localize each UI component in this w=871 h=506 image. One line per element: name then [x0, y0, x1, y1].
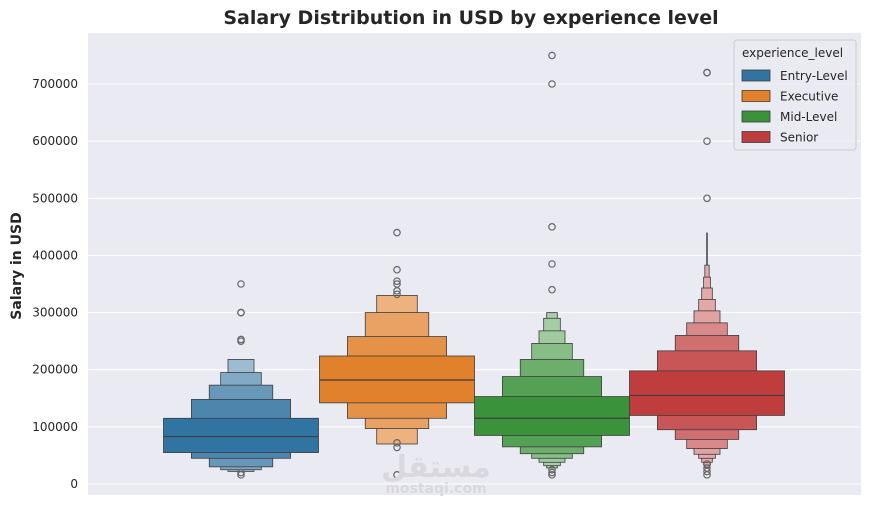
y-tick-label: 300000: [32, 306, 78, 320]
outlier-point: [548, 465, 556, 474]
outlier-point: [703, 194, 711, 203]
y-tick-label: 700000: [32, 77, 78, 91]
outlier-point: [548, 471, 556, 479]
boxen-box: [474, 396, 630, 436]
legend-title: experience_level: [742, 46, 843, 60]
outlier-point: [548, 260, 556, 268]
legend-entry-label: Senior: [780, 131, 818, 145]
outlier-point: [548, 468, 556, 477]
outlier-point: [393, 290, 401, 299]
outlier-point: [237, 308, 245, 317]
boxen-group-entry-level: [163, 280, 319, 479]
boxen-group-senior: [629, 68, 785, 479]
y-axis-label: Salary in USD: [9, 212, 25, 319]
outlier-point: [393, 471, 401, 479]
y-tick-label: 600000: [32, 134, 78, 148]
y-tick-label: 200000: [32, 363, 78, 377]
chart-marks: [163, 51, 785, 479]
outlier-point: [237, 337, 245, 345]
outlier-point: [548, 285, 556, 294]
outlier-point: [703, 471, 711, 479]
outlier-point: [393, 443, 401, 452]
y-axis-ticks: 0 100000 200000 300000 400000 500000 600000 700…: [32, 77, 78, 491]
boxen-box: [163, 417, 319, 453]
legend-swatch: [741, 90, 771, 102]
outlier-point: [548, 80, 556, 88]
legend-entry-label: Mid-Level: [780, 110, 837, 124]
outlier-point: [548, 51, 556, 60]
legend-box: [733, 39, 857, 151]
boxen-group-executive: [319, 228, 475, 479]
outlier-point: [237, 471, 245, 479]
outlier-point: [703, 460, 711, 468]
legend: experience_level Entry-Level Executive Mid…: [733, 39, 857, 151]
outlier-point: [393, 287, 401, 295]
outlier-point: [703, 68, 711, 77]
legend-entry-label: Executive: [780, 90, 838, 104]
watermark-latin: mostaqi.com: [385, 481, 486, 497]
y-tick-label: 500000: [32, 191, 78, 205]
outlier-point: [393, 265, 401, 274]
outlier-point: [393, 277, 401, 285]
legend-swatch: [741, 131, 771, 143]
outlier-point: [703, 137, 711, 145]
boxen-box: [629, 370, 785, 416]
legend-swatch: [741, 69, 771, 82]
boxen-group-mid-level: [474, 51, 630, 479]
outlier-point: [237, 280, 245, 288]
y-tick-label: 0: [70, 477, 78, 491]
watermark: مستقل mostaqi.com: [381, 450, 491, 497]
watermark-arabic: مستقل: [381, 450, 491, 485]
outlier-point: [393, 439, 401, 447]
legend-entry-label: Entry-Level: [780, 69, 848, 83]
legend-swatch: [741, 110, 771, 123]
y-tick-label: 400000: [32, 248, 78, 262]
outlier-point: [548, 223, 556, 231]
outlier-point: [393, 228, 401, 237]
chart-title: Salary Distribution in USD by experience…: [223, 7, 718, 29]
outlier-point: [703, 467, 711, 476]
outlier-point: [237, 468, 245, 477]
y-tick-label: 100000: [32, 420, 78, 434]
